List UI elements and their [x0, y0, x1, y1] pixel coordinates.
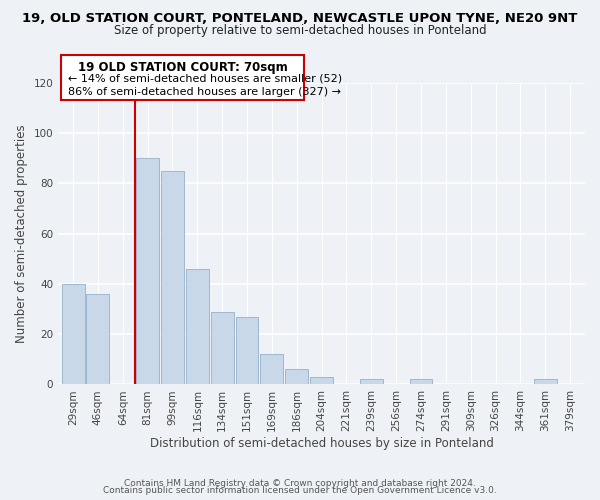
Text: Contains HM Land Registry data © Crown copyright and database right 2024.: Contains HM Land Registry data © Crown c…	[124, 478, 476, 488]
Y-axis label: Number of semi-detached properties: Number of semi-detached properties	[15, 124, 28, 343]
Text: 19, OLD STATION COURT, PONTELAND, NEWCASTLE UPON TYNE, NE20 9NT: 19, OLD STATION COURT, PONTELAND, NEWCAS…	[22, 12, 578, 26]
Text: 86% of semi-detached houses are larger (327) →: 86% of semi-detached houses are larger (…	[68, 86, 341, 97]
Bar	[360, 380, 383, 384]
Bar	[236, 316, 259, 384]
Bar	[211, 312, 233, 384]
Bar	[310, 377, 333, 384]
X-axis label: Distribution of semi-detached houses by size in Ponteland: Distribution of semi-detached houses by …	[149, 437, 494, 450]
Text: Size of property relative to semi-detached houses in Ponteland: Size of property relative to semi-detach…	[113, 24, 487, 37]
Bar	[410, 380, 433, 384]
Bar	[286, 370, 308, 384]
FancyBboxPatch shape	[61, 55, 304, 100]
Text: Contains public sector information licensed under the Open Government Licence v3: Contains public sector information licen…	[103, 486, 497, 495]
Text: ← 14% of semi-detached houses are smaller (52): ← 14% of semi-detached houses are smalle…	[68, 74, 342, 84]
Text: 19 OLD STATION COURT: 70sqm: 19 OLD STATION COURT: 70sqm	[77, 62, 287, 74]
Bar	[260, 354, 283, 384]
Bar	[161, 171, 184, 384]
Bar	[62, 284, 85, 384]
Bar	[186, 269, 209, 384]
Bar	[136, 158, 159, 384]
Bar	[534, 380, 557, 384]
Bar	[86, 294, 109, 384]
